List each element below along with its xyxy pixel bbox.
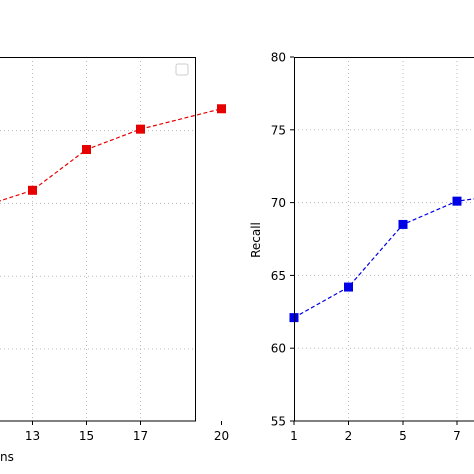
right-data-point [398, 219, 408, 229]
right-series [289, 196, 474, 323]
right-x-tick-label: 5 [399, 429, 407, 443]
left-x-axis-label: ns [0, 450, 14, 464]
right-y-tick-label: 65 [271, 269, 286, 283]
right-x-tick-label: 2 [345, 429, 353, 443]
left-x-tick-label: 17 [133, 429, 148, 443]
left-x-tick-label: 15 [79, 429, 94, 443]
right-gridlines [294, 57, 474, 421]
right-y-ticks: 55 60 65 70 75 80 [271, 51, 294, 429]
right-y-tick-label: 70 [271, 196, 286, 210]
left-gridlines [0, 57, 195, 421]
right-data-point [452, 196, 462, 206]
right-y-axis-label: Recall [249, 222, 263, 258]
right-y-tick-label: 75 [271, 123, 286, 137]
right-y-tick-label: 60 [271, 342, 286, 356]
left-x-ticks: 13 15 17 20 [25, 421, 229, 443]
right-series-line [293, 198, 474, 319]
right-chart: 55 60 65 70 75 80 1 2 5 7 Recall [249, 51, 474, 443]
left-x-tick-label: 20 [214, 429, 229, 443]
right-x-ticks: 1 2 5 7 [290, 421, 461, 443]
right-x-tick-label: 7 [453, 429, 461, 443]
right-y-tick-label: 80 [271, 51, 286, 65]
left-series [0, 104, 226, 202]
left-data-point [28, 185, 37, 195]
right-y-tick-label: 55 [271, 415, 286, 429]
left-legend-box [175, 63, 189, 76]
left-data-point [136, 124, 145, 134]
right-data-point [344, 282, 353, 292]
left-x-tick-label: 13 [25, 429, 40, 443]
right-x-tick-label: 1 [290, 429, 298, 443]
left-chart: 13 15 17 20 ns [0, 57, 229, 464]
left-data-point [82, 145, 91, 155]
left-data-point [217, 104, 226, 114]
